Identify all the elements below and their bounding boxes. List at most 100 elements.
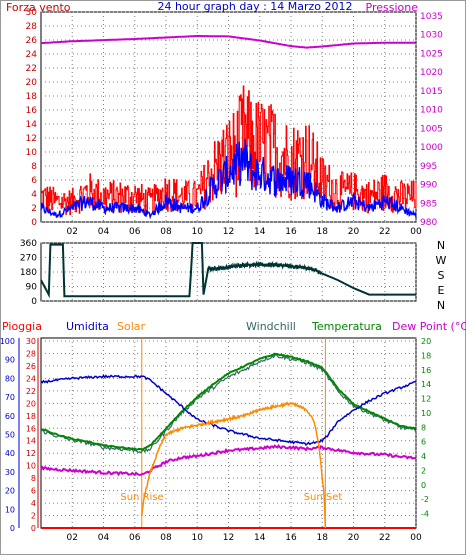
x-tick-label: 10 <box>192 227 204 237</box>
legend-temperature: Temperatura <box>311 320 382 333</box>
rain-tick-label: 0 <box>31 524 36 533</box>
series-pressure-line <box>40 35 416 49</box>
pressure-tick-label: 1010 <box>420 106 443 116</box>
legend-solar: Solar <box>117 320 146 333</box>
x-tick-label: 02 <box>67 533 78 543</box>
wind-tick-label: 8 <box>31 162 37 172</box>
x-tick-label: 02 <box>67 227 78 237</box>
x-tick-label: 12 <box>223 533 234 543</box>
humidity-tick-label: 80 <box>5 374 15 383</box>
temp-tick-label: 12 <box>421 395 431 404</box>
rain-tick-label: 10 <box>26 462 36 471</box>
rain-tick-label: 14 <box>26 437 36 446</box>
rain-tick-label: 12 <box>26 449 36 458</box>
x-tick-label: 06 <box>129 533 141 543</box>
wind-tick-label: 4 <box>31 190 37 200</box>
wind-tick-label: 20 <box>26 78 38 88</box>
humidity-tick-label: 70 <box>5 393 15 402</box>
temp-tick-label: 0 <box>421 481 426 490</box>
series-temperature-line <box>40 352 417 452</box>
dir-label-s: S <box>438 269 445 282</box>
x-tick-label: 08 <box>160 227 172 237</box>
x-tick-label: 04 <box>98 533 110 543</box>
wind-tick-label: 10 <box>26 148 38 158</box>
wind-tick-label: 28 <box>26 22 38 32</box>
x-tick-label: 06 <box>129 227 141 237</box>
rain-tick-label: 26 <box>26 362 36 371</box>
temp-tick-label: 6 <box>421 438 426 447</box>
x-tick-label: 20 <box>348 533 360 543</box>
chart-title: 24 hour graph day : 14 Marzo 2012 <box>157 0 352 13</box>
rain-tick-label: 16 <box>26 424 36 433</box>
temp-tick-label: 4 <box>421 452 426 461</box>
humidity-tick-label: 100 <box>0 337 15 346</box>
temp-tick-label: 10 <box>421 409 431 418</box>
x-tick-label: 22 <box>379 227 390 237</box>
temp-tick-label: 20 <box>421 337 431 346</box>
humidity-tick-label: 10 <box>5 505 15 514</box>
wind-tick-label: 18 <box>26 92 38 102</box>
temp-tick-label: 16 <box>421 366 431 375</box>
series-direction-detail <box>207 260 322 275</box>
sunrise-label: Sun Rise <box>120 492 163 503</box>
temp-tick-label: -2 <box>421 495 429 504</box>
pressure-tick-label: 1030 <box>420 31 443 41</box>
rain-tick-label: 28 <box>26 349 36 358</box>
series-windchill-line <box>40 353 417 454</box>
legend-dewpoint: Dew Point (°C) <box>392 320 466 333</box>
pressure-tick-label: 985 <box>420 199 437 209</box>
pressure-tick-label: 1035 <box>420 12 443 22</box>
direction-tick-label: 270 <box>20 254 37 264</box>
rain-tick-label: 2 <box>31 512 36 521</box>
rain-tick-label: 20 <box>26 399 36 408</box>
wind-tick-label: 12 <box>26 134 37 144</box>
wind-tick-label: 30 <box>26 8 38 18</box>
temp-tick-label: 2 <box>421 466 426 475</box>
wind-tick-label: 6 <box>31 176 37 186</box>
x-tick-label: 18 <box>317 533 329 543</box>
rain-tick-label: 4 <box>31 499 36 508</box>
pressure-tick-label: 1025 <box>420 49 443 59</box>
series-solar-line <box>141 401 327 529</box>
wind-tick-label: 0 <box>31 218 37 228</box>
dir-label-e: E <box>438 284 445 297</box>
temp-tick-label: -4 <box>421 510 429 519</box>
wind-tick-label: 26 <box>26 36 38 46</box>
legend-windchill: Windchill <box>246 320 296 333</box>
chart-marks <box>40 35 417 529</box>
temp-tick-label: 14 <box>421 380 431 389</box>
x-tick-label: 04 <box>98 227 110 237</box>
rain-tick-label: 8 <box>31 474 36 483</box>
x-tick-label: 08 <box>160 533 172 543</box>
pressure-tick-label: 990 <box>420 181 437 191</box>
humidity-tick-label: 90 <box>5 356 15 365</box>
series-dewpoint-line <box>40 444 417 477</box>
rain-tick-label: 22 <box>26 387 36 396</box>
wind-tick-label: 22 <box>26 64 37 74</box>
pressure-axis-title: Pressione <box>366 1 419 14</box>
pressure-tick-label: 1000 <box>420 143 443 153</box>
rain-tick-label: 24 <box>26 374 36 383</box>
x-tick-label: 10 <box>192 533 204 543</box>
wind-tick-label: 14 <box>26 120 38 130</box>
series-wind-line <box>40 138 417 220</box>
pressure-tick-label: 1020 <box>420 68 443 78</box>
wind-axis-title: Forza vento <box>6 1 71 14</box>
dir-label-n-bottom: N <box>437 299 445 312</box>
pressure-tick-label: 1005 <box>420 124 443 134</box>
humidity-tick-label: 40 <box>5 449 15 458</box>
pressure-tick-label: 980 <box>420 218 437 228</box>
wind-tick-label: 16 <box>26 106 38 116</box>
dir-label-n-top: N <box>437 239 445 252</box>
direction-tick-label: 180 <box>20 268 37 278</box>
pressure-tick-label: 995 <box>420 162 437 172</box>
temp-tick-label: 8 <box>421 423 426 432</box>
direction-tick-label: 90 <box>26 283 38 293</box>
pressure-tick-label: 1015 <box>420 87 443 97</box>
x-tick-label: 16 <box>285 533 297 543</box>
x-tick-label: 14 <box>254 533 266 543</box>
series-humidity-line <box>40 374 417 447</box>
